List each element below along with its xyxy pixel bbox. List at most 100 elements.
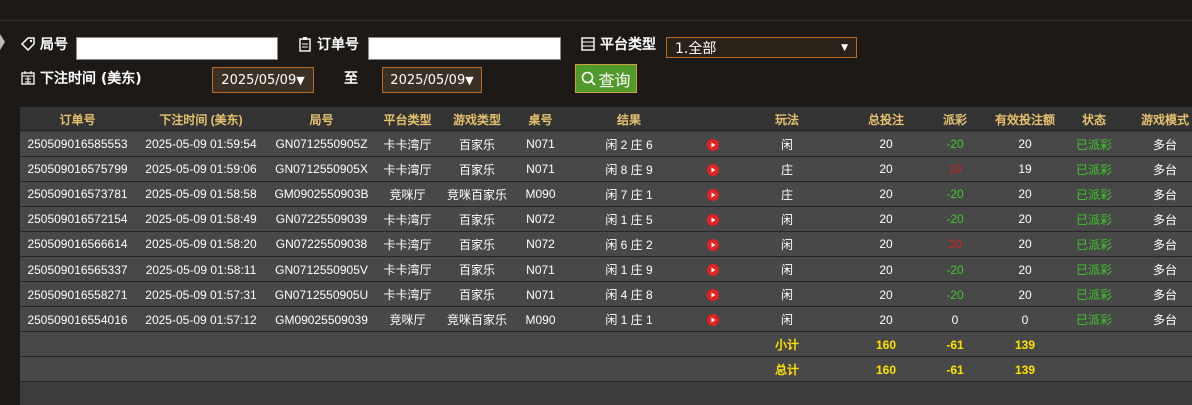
table-cell: 0 [1021, 312, 1029, 327]
table-cell: 闲 [780, 313, 793, 328]
table-cell: 闲 1 庄 9 [605, 263, 653, 278]
table-cell: -20 [946, 287, 964, 302]
play-icon[interactable] [707, 188, 719, 201]
table-cell: GN07225509039 [275, 212, 368, 227]
play-icon[interactable] [707, 138, 719, 151]
table-cell: 已派彩 [1075, 137, 1112, 152]
table-cell: 闲 6 庄 2 [605, 237, 653, 252]
table-row [20, 156, 1192, 182]
header-cell: 状态 [1081, 112, 1106, 127]
table-cell: 250509016558271 [27, 287, 128, 302]
table-cell: GM09025509039 [275, 312, 368, 327]
play-icon[interactable] [707, 289, 719, 302]
header-cell: 桌号 [528, 112, 553, 127]
query-button[interactable]: 查询 [575, 64, 637, 93]
table-cell: 多台 [1152, 137, 1177, 152]
table-cell: 2025-05-09 01:58:49 [145, 212, 257, 227]
table-cell: 多台 [1152, 263, 1177, 278]
table-cell: N071 [526, 287, 555, 302]
table-cell: 闲 [780, 237, 793, 252]
header-row [20, 107, 1192, 131]
platform-value: 1.全部 [675, 40, 717, 57]
table-cell: 20 [879, 187, 893, 202]
table-cell: 20 [1018, 137, 1032, 152]
table-cell: GN07225509038 [275, 237, 368, 252]
table-cell: 卡卡湾厅 [383, 212, 432, 227]
table-cell: 20 [948, 237, 962, 252]
header-cell: 游戏模式 [1140, 112, 1189, 127]
separator-text: 至 [344, 71, 358, 87]
table-cell: 卡卡湾厅 [383, 237, 432, 252]
total-label: 总计 [774, 363, 799, 378]
table-cell: N071 [526, 162, 555, 177]
top-divider [0, 20, 1192, 21]
platform-select[interactable]: 1.全部 ▼ [666, 37, 857, 58]
table-cell: 2025-05-09 01:59:06 [145, 162, 257, 177]
header-cell: 订单号 [59, 112, 96, 127]
table-cell: N072 [526, 212, 555, 227]
table-cell: 2025-05-09 01:57:31 [145, 287, 257, 302]
start-date-text: 2025/05/09 [221, 72, 297, 88]
table-cell: 20 [879, 262, 893, 277]
table-cell: 百家乐 [458, 137, 495, 152]
table-cell: 庄 [780, 187, 793, 202]
header-cell: 有效投注额 [994, 112, 1055, 127]
table-cell: 闲 7 庄 1 [605, 187, 653, 202]
table-cell: -20 [946, 187, 964, 202]
table-cell: 250509016565337 [27, 262, 128, 277]
table-cell: 闲 [780, 288, 793, 303]
table-cell: 20 [879, 237, 893, 252]
separator: 至 [344, 68, 358, 88]
table-cell: 闲 [780, 137, 793, 152]
table-cell: N071 [526, 262, 555, 277]
table-row [20, 131, 1192, 157]
header-cell: 结果 [616, 112, 641, 127]
table-cell: 2025-05-09 01:58:20 [145, 237, 257, 252]
end-date[interactable]: 2025/05/09 ▼ [382, 67, 482, 93]
table-cell: 2025-05-09 01:58:58 [145, 187, 257, 202]
play-icon[interactable] [707, 314, 719, 327]
round-input[interactable] [76, 37, 278, 60]
platform-label-text: 平台类型 [600, 37, 656, 53]
play-icon[interactable] [707, 163, 719, 176]
total-value: 139 [1014, 362, 1036, 377]
table-cell: 250509016585553 [27, 137, 128, 152]
subtotal-value: -61 [946, 337, 964, 352]
subtotal-value: 139 [1014, 337, 1036, 352]
table-cell: 闲 4 庄 8 [605, 288, 653, 303]
table-cell: 竞咪百家乐 [446, 187, 507, 202]
play-icon[interactable] [707, 238, 719, 251]
table-cell: 闲 8 庄 9 [605, 162, 653, 177]
table-cell: 20 [879, 162, 893, 177]
table-cell: 卡卡湾厅 [383, 137, 432, 152]
table-cell: 19 [948, 162, 962, 177]
header-cell: 派彩 [942, 112, 967, 127]
table-cell: 250509016566614 [27, 237, 128, 252]
side-arrow [0, 34, 5, 50]
table-cell: 闲 [780, 263, 793, 278]
platform-label: 平台类型 [580, 34, 656, 54]
time-label-text: 下注时间 (美东) [40, 71, 142, 87]
table-cell: 20 [1018, 287, 1032, 302]
play-icon[interactable] [707, 213, 719, 226]
play-icon[interactable] [707, 264, 719, 276]
table-cell: 多台 [1152, 237, 1177, 252]
table-cell: 20 [879, 137, 893, 152]
start-date[interactable]: 2025/05/09 ▼ [212, 67, 314, 93]
table-cell: 250509016575799 [27, 162, 128, 177]
table-cell: 闲 2 庄 6 [605, 137, 653, 152]
header-cell: 平台类型 [383, 112, 432, 127]
table-cell: 已派彩 [1075, 187, 1112, 202]
table-cell: 已派彩 [1075, 263, 1112, 278]
total-value: -61 [946, 362, 964, 377]
table-cell: N071 [526, 137, 555, 152]
order-input[interactable] [368, 37, 561, 60]
table-cell: 已派彩 [1075, 162, 1112, 177]
table-row [20, 206, 1192, 232]
table-cell: M090 [525, 312, 556, 327]
table-cell: 20 [1018, 212, 1032, 227]
table-cell: -20 [946, 137, 964, 152]
table-cell: 20 [1018, 237, 1032, 252]
table-cell: -20 [946, 212, 964, 227]
